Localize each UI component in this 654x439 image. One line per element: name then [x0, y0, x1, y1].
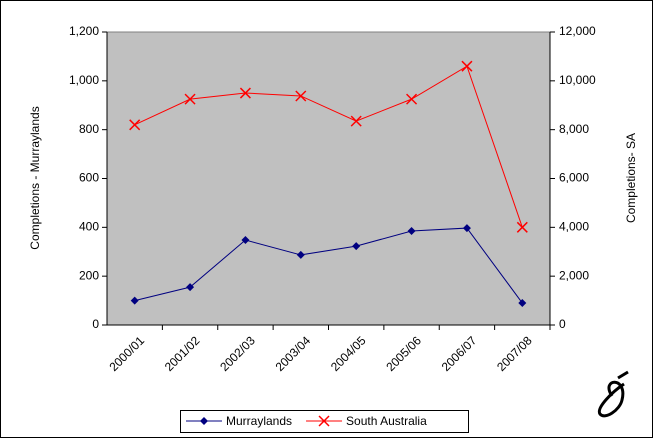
point [461, 60, 473, 72]
y-tick-label: 200 [79, 268, 99, 282]
y2-axis-title: Completions- SA [624, 133, 638, 223]
y-tick-label: 1,000 [69, 73, 99, 87]
point [406, 93, 418, 105]
point [295, 90, 307, 102]
point [186, 283, 195, 292]
point [129, 119, 141, 131]
y-tick-label: 400 [79, 220, 99, 234]
point [130, 296, 139, 305]
y-tick-label: 600 [79, 171, 99, 185]
point [241, 236, 250, 245]
y2-tick-label: 0 [559, 317, 566, 331]
point [407, 226, 416, 235]
series-line [134, 227, 523, 304]
y-tick-label: 800 [79, 122, 99, 136]
point [318, 415, 330, 427]
point [350, 115, 362, 127]
y2-tick-label: 6,000 [559, 171, 589, 185]
point [352, 242, 361, 251]
point [184, 93, 196, 105]
y2-tick-label: 8,000 [559, 122, 589, 136]
y2-tick-label: 4,000 [559, 220, 589, 234]
point [239, 87, 251, 99]
legend-label: Murraylands [226, 414, 292, 428]
y2-tick-label: 12,000 [559, 24, 596, 38]
y-axis-title: Completions - Murraylands [28, 106, 42, 249]
legend-label: South Australia [346, 414, 427, 428]
y2-tick-label: 2,000 [559, 268, 589, 282]
y-tick-label: 1,200 [69, 24, 99, 38]
plot-area [106, 31, 551, 326]
point [518, 299, 527, 308]
series-line [134, 65, 523, 228]
point [462, 224, 471, 233]
point [200, 417, 208, 425]
logo [597, 370, 629, 418]
point [296, 250, 305, 259]
y-tick-label: 0 [92, 317, 99, 331]
point [516, 221, 528, 233]
y2-tick-label: 10,000 [559, 73, 596, 87]
